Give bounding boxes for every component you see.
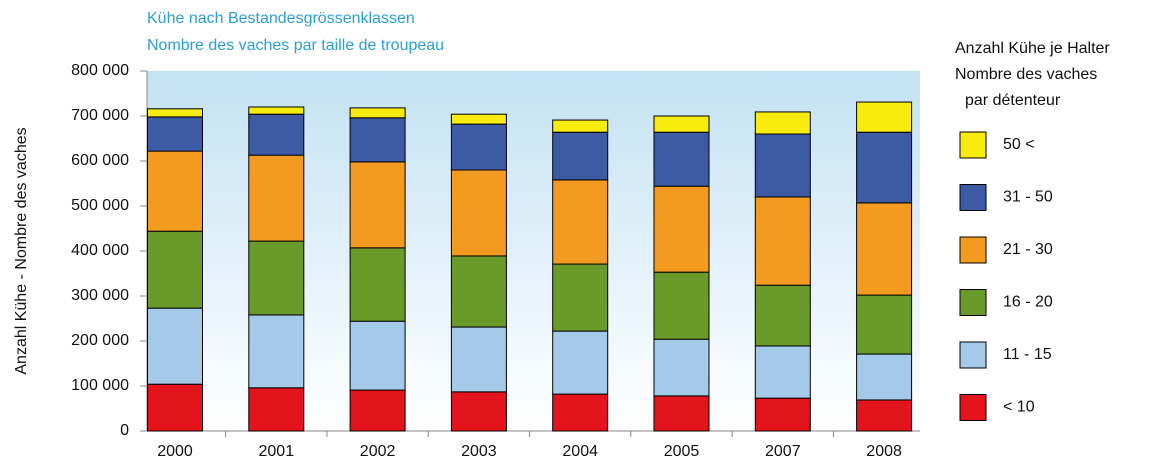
y-tick-label: 500 000 xyxy=(71,197,129,214)
bar-segment xyxy=(349,161,406,249)
legend-label: 50 < xyxy=(1003,136,1035,153)
bar-segment xyxy=(147,307,203,385)
bar-segment xyxy=(248,113,305,156)
bar-segment xyxy=(349,117,406,163)
bar-segment xyxy=(856,101,913,133)
bar-segment xyxy=(653,131,710,187)
legend-title: Nombre des vaches xyxy=(955,66,1097,83)
bar-segment xyxy=(450,123,507,171)
bar-segment xyxy=(653,395,710,432)
legend-title: Anzahl Kühe je Halter xyxy=(955,40,1110,57)
bar-segment xyxy=(248,240,305,316)
bar-segment xyxy=(450,326,507,393)
x-tick-label: 2008 xyxy=(866,443,902,460)
bar-segment xyxy=(552,263,609,332)
bar-segment xyxy=(147,116,203,152)
x-tick-label: 2001 xyxy=(259,443,295,460)
bar-segment xyxy=(248,314,305,389)
bar-segment xyxy=(653,338,710,397)
bar-segment xyxy=(552,119,609,133)
y-tick-label: 200 000 xyxy=(71,332,129,349)
bar-segment xyxy=(552,131,609,181)
legend-title: par détenteur xyxy=(965,92,1061,109)
y-tick-label: 100 000 xyxy=(71,377,129,394)
y-tick-label: 0 xyxy=(120,422,129,439)
legend-label: 11 - 15 xyxy=(1003,346,1052,363)
legend-swatch xyxy=(959,289,987,316)
bar-segment xyxy=(754,196,811,286)
y-tick-label: 400 000 xyxy=(71,242,129,259)
legend-label: < 10 xyxy=(1003,399,1035,416)
bar-segment xyxy=(653,271,710,340)
legend-label: 16 - 20 xyxy=(1003,294,1053,311)
y-tick-label: 700 000 xyxy=(71,107,129,124)
bar-segment xyxy=(754,345,811,399)
bar-segment xyxy=(856,131,913,204)
legend-swatch xyxy=(959,236,987,264)
legend-swatch xyxy=(959,131,987,159)
bar-segment xyxy=(754,111,811,135)
bar-segment xyxy=(450,113,507,125)
x-tick-label: 2002 xyxy=(360,443,396,460)
y-axis-label: Anzahl Kühe - Nombre des vaches xyxy=(13,127,30,374)
x-tick-label: 2004 xyxy=(562,443,598,460)
bar-segment xyxy=(552,393,609,432)
bar-segment xyxy=(349,247,406,322)
bar-segment xyxy=(552,179,609,265)
bar-segment xyxy=(349,107,406,119)
bar-segment xyxy=(147,383,203,432)
x-tick-label: 2007 xyxy=(765,443,801,460)
legend-swatch xyxy=(959,341,987,369)
y-tick-label: 300 000 xyxy=(71,287,129,304)
chart-title: Kühe nach Bestandesgrössenklassen xyxy=(147,10,415,27)
bar-segment xyxy=(856,202,913,296)
chart-subtitle: Nombre des vaches par taille de troupeau xyxy=(147,37,444,54)
bar-segment xyxy=(248,387,305,432)
bar-segment xyxy=(754,284,811,347)
y-tick-label: 600 000 xyxy=(71,152,129,169)
bar-segment xyxy=(653,115,710,133)
y-tick-label: 800 000 xyxy=(71,62,129,79)
legend-label: 31 - 50 xyxy=(1003,189,1053,206)
bar-segment xyxy=(147,108,203,118)
bar-segment xyxy=(248,154,305,242)
bar-segment xyxy=(552,330,609,395)
x-tick-label: 2003 xyxy=(461,443,497,460)
legend-swatch xyxy=(959,394,987,421)
bar-segment xyxy=(450,169,507,257)
bar-segment xyxy=(147,230,203,309)
bar-segment xyxy=(248,106,305,115)
x-tick-label: 2000 xyxy=(157,443,193,460)
bar-segment xyxy=(147,150,203,232)
bar-segment xyxy=(450,255,507,328)
bar-segment xyxy=(653,185,710,273)
legend-label: 21 - 30 xyxy=(1003,241,1053,258)
bar-segment xyxy=(754,397,811,432)
bar-segment xyxy=(856,353,913,401)
x-tick-label: 2005 xyxy=(664,443,700,460)
legend-swatch xyxy=(959,184,987,211)
bar-segment xyxy=(349,320,406,391)
bar-segment xyxy=(349,389,406,432)
bar-segment xyxy=(856,294,913,355)
bar-segment xyxy=(754,133,811,198)
bar-segment xyxy=(856,399,913,432)
bar-segment xyxy=(450,391,507,432)
